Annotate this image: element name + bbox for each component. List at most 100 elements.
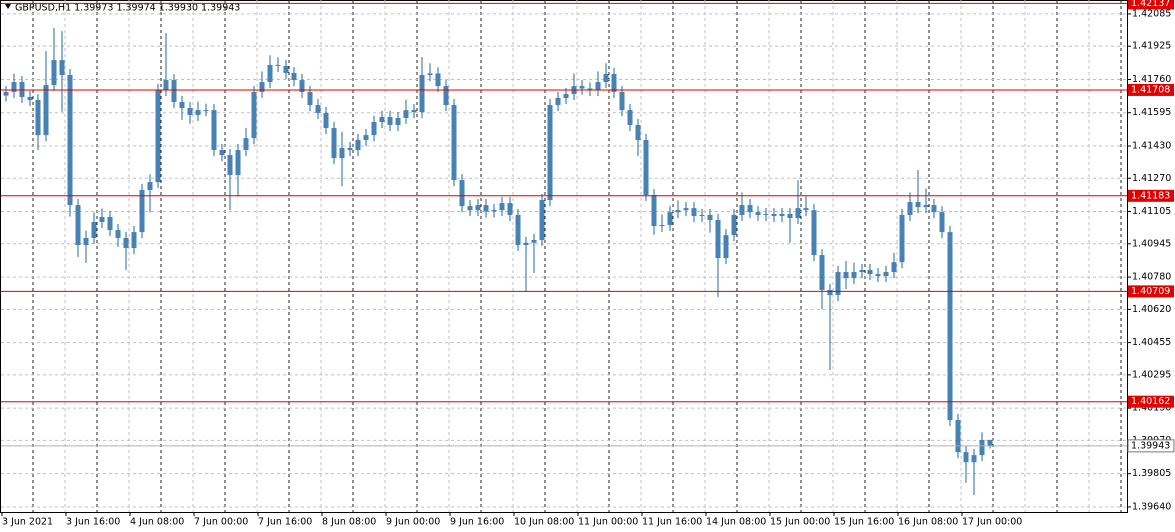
candle-body [659, 225, 665, 227]
candle-body [267, 64, 273, 83]
candle-body [747, 205, 753, 213]
x-tick-label: 9 Jun 16:00 [450, 517, 504, 528]
candle-body [363, 135, 369, 140]
title-arrow [5, 4, 11, 9]
candle-body [59, 60, 65, 76]
y-tick-label: 1.41270 [1132, 173, 1171, 184]
candle-body [379, 116, 385, 123]
candle-body [939, 212, 945, 233]
candle-body [99, 216, 105, 223]
candle-body [475, 205, 481, 211]
candle-body [427, 73, 433, 76]
candle-body [595, 82, 601, 90]
candle-body [171, 80, 177, 103]
candle-body [91, 222, 97, 238]
candle-body [827, 289, 833, 296]
level-label: 1.41183 [1131, 190, 1170, 201]
candle-body [323, 112, 329, 129]
candle-body [979, 440, 985, 456]
candle-body [259, 82, 265, 92]
candle-body [859, 270, 865, 273]
candle-body [627, 110, 633, 126]
candle-body [467, 206, 473, 211]
candle-body [563, 93, 569, 99]
candle-body [603, 74, 609, 83]
last-price-box [1127, 439, 1175, 453]
level-label: 1.41708 [1131, 84, 1170, 95]
last-price-label: 1.39943 [1131, 440, 1170, 451]
candle-body [803, 208, 809, 211]
candle-body [843, 272, 849, 279]
candle-body [283, 65, 289, 73]
x-tick-label: 14 Jun 08:00 [706, 517, 766, 528]
candle-body [891, 262, 897, 273]
candle-body [3, 91, 9, 96]
candle-body [547, 105, 553, 201]
candle-body [179, 102, 185, 109]
candle-body [515, 214, 521, 246]
candle-body [739, 205, 745, 215]
level-label: 1.40709 [1131, 286, 1170, 297]
candle-body [819, 255, 825, 290]
y-tick-label: 1.39640 [1132, 501, 1171, 512]
candle-body [115, 230, 121, 238]
candle-body [131, 232, 137, 249]
candle-body [411, 110, 417, 113]
candle-body [915, 202, 921, 208]
candle-body [611, 74, 617, 92]
candle-body [667, 212, 673, 226]
candle-body [451, 105, 457, 181]
candle-body [651, 194, 657, 227]
candle-body [331, 128, 337, 159]
y-tick-label: 1.41925 [1132, 41, 1171, 52]
y-tick-label: 1.41595 [1132, 107, 1171, 118]
y-tick-label: 1.40295 [1132, 369, 1171, 380]
candle-body [619, 91, 625, 111]
candle-body [139, 189, 145, 233]
candle-body [83, 237, 89, 246]
candle-body [531, 239, 537, 243]
candle-body [715, 220, 721, 259]
candle-body [507, 203, 513, 215]
candle-body [835, 272, 841, 296]
candle-body [107, 216, 113, 231]
candle-body [219, 150, 225, 156]
candle-body [371, 122, 377, 136]
x-tick-label: 7 Jun 00:00 [194, 517, 248, 528]
level-label-box [1128, 189, 1174, 202]
plot-frame [0, 0, 1128, 513]
candle-body [35, 100, 41, 136]
candle-body [899, 214, 905, 263]
candle-body [523, 242, 529, 246]
candle-body [435, 73, 441, 87]
candle-body [795, 208, 801, 218]
x-tick-label: 7 Jun 16:00 [258, 517, 312, 528]
level-label-box [1128, 285, 1174, 298]
candle-body [723, 235, 729, 259]
candle-body [395, 117, 401, 126]
x-tick-label: 10 Jun 08:00 [514, 517, 574, 528]
candle-body [211, 110, 217, 151]
candle-body [971, 455, 977, 463]
candle-body [275, 64, 281, 66]
candle-body [643, 139, 649, 195]
candle-body [315, 105, 321, 113]
candle-body [443, 86, 449, 106]
candle-body [355, 139, 361, 151]
candle-body [499, 203, 505, 211]
candle-body [27, 96, 33, 101]
candle-body [763, 213, 769, 215]
candle-body [731, 214, 737, 236]
x-tick-label: 3 Jun 16:00 [66, 517, 120, 528]
y-tick-label: 1.41760 [1132, 74, 1171, 85]
y-tick-label: 1.41105 [1132, 206, 1171, 217]
y-tick-label: 1.39805 [1132, 468, 1171, 479]
candle-body [67, 75, 73, 206]
candle-body [811, 210, 817, 256]
candle-body [75, 205, 81, 246]
candle-body [555, 98, 561, 106]
candle-body [955, 420, 961, 453]
y-tick-label: 1.40130 [1132, 403, 1171, 414]
candle-body [699, 214, 705, 216]
y-tick-label: 1.40455 [1132, 337, 1171, 348]
